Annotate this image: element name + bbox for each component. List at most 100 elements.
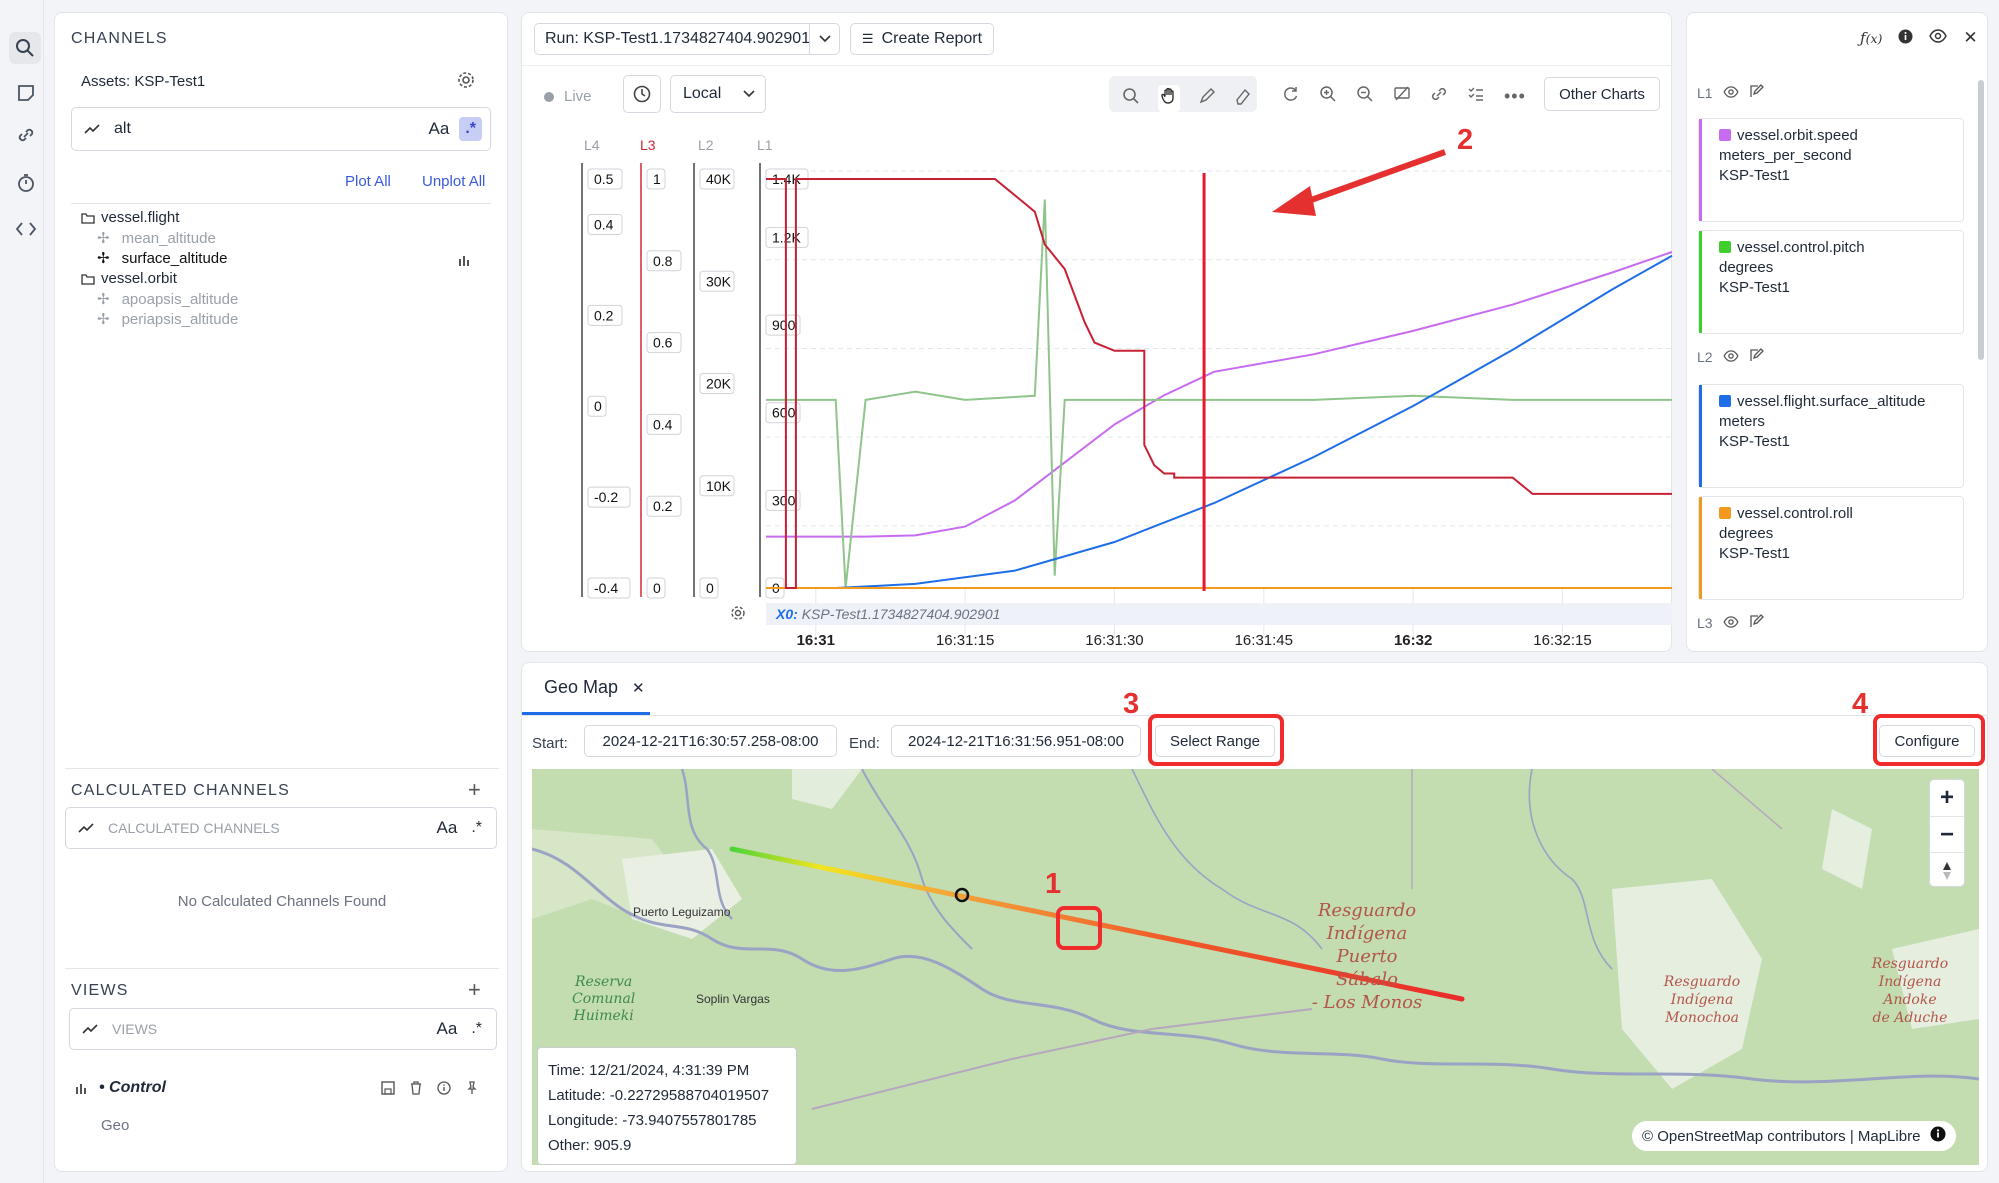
legend-swatch [1719, 241, 1731, 253]
edit-icon[interactable] [1749, 614, 1764, 632]
create-report-label: Create Report [881, 30, 983, 47]
svg-text:300: 300 [772, 492, 796, 508]
reset-zoom-icon[interactable] [1282, 85, 1300, 108]
svg-text:0.6: 0.6 [653, 335, 673, 351]
legend-unit: meters_per_second [1719, 147, 1852, 164]
add-calc-channel-plus-icon[interactable]: + [468, 777, 481, 802]
timer-rail-icon[interactable] [13, 170, 39, 196]
svg-text:-0.4: -0.4 [594, 580, 618, 596]
code-rail-icon[interactable] [13, 216, 39, 242]
plot-all-link[interactable]: Plot All [345, 173, 391, 190]
track-cursor-marker [954, 887, 970, 903]
close-tab-icon[interactable]: ✕ [632, 679, 645, 697]
views-search[interactable]: VIEWS Aa .* [69, 1008, 497, 1050]
live-label: Live [564, 88, 592, 105]
save-icon[interactable] [381, 1081, 395, 1100]
more-icon[interactable]: ••• [1504, 86, 1526, 106]
timeseries-chart[interactable]: 0.50.40.20-0.2-0.410.80.60.40.2040K30K20… [522, 13, 1673, 653]
tree-folder[interactable]: vessel.flight [81, 209, 179, 226]
run-select[interactable]: Run: KSP-Test1.1734827404.902901 [534, 23, 840, 55]
divider [65, 968, 499, 969]
legend-name: vessel.orbit.speed [1737, 127, 1858, 144]
regex-toggle[interactable]: .* [459, 117, 482, 141]
tree-channel[interactable]: ✢ apoapsis_altitude [97, 290, 238, 309]
zoom-out-icon[interactable] [1356, 85, 1374, 108]
timezone-select[interactable]: Local [670, 75, 766, 113]
trash-icon[interactable] [409, 1081, 423, 1100]
case-toggle[interactable]: Aa [436, 818, 458, 837]
case-toggle[interactable]: Aa [436, 1019, 458, 1038]
info-filled-icon[interactable] [1930, 1126, 1946, 1146]
checklist-icon[interactable] [1467, 85, 1485, 108]
zoom-out-button[interactable]: − [1930, 816, 1964, 852]
tab-geo-map[interactable]: Geo Map ✕ [522, 663, 650, 715]
map-attribution: © OpenStreetMap contributors | MapLibre [1632, 1121, 1957, 1151]
compass-icon[interactable] [1930, 852, 1964, 888]
place-label: Puerto Leguizamo [633, 905, 731, 919]
tree-channel[interactable]: ✢ surface_altitude [97, 249, 227, 268]
views-title: VIEWS [71, 982, 129, 999]
select-range-button[interactable]: Select Range [1155, 725, 1275, 757]
start-time-input[interactable]: 2024-12-21T16:30:57.258-08:00 [584, 725, 837, 757]
tree-channel[interactable]: ✢ mean_altitude [97, 229, 216, 248]
view-child[interactable]: Geo [101, 1117, 130, 1134]
function-icon[interactable]: ƒ(x) [1860, 29, 1883, 47]
y-tick-label: 1 [646, 168, 666, 190]
note-rail-icon[interactable] [13, 80, 39, 106]
chart-settings-gear-icon[interactable] [730, 605, 746, 626]
add-view-plus-icon[interactable]: + [468, 977, 481, 1002]
view-item[interactable]: • Control [75, 1079, 166, 1097]
map-tooltip: Time: 12/21/2024, 4:31:39 PM Latitude: -… [537, 1047, 797, 1165]
eye-icon[interactable] [1723, 85, 1739, 101]
legend-unit: degrees [1719, 259, 1774, 276]
search-icon[interactable] [1122, 87, 1140, 110]
pin-icon[interactable] [465, 1081, 479, 1100]
live-toggle[interactable]: Live [544, 88, 592, 105]
group-label: L2 [1697, 349, 1713, 365]
timezone-label: Local [683, 85, 722, 102]
y-tick-label: 0 [587, 395, 607, 417]
plotted-bars-icon[interactable] [458, 253, 470, 271]
configure-button[interactable]: Configure [1879, 725, 1975, 757]
case-toggle[interactable]: Aa [428, 119, 450, 138]
tree-channel[interactable]: ✢ periapsis_altitude [97, 310, 238, 329]
close-icon[interactable]: ✕ [1963, 28, 1978, 47]
search-rail-icon[interactable] [9, 32, 41, 64]
annotate-pen-icon[interactable] [1198, 87, 1216, 110]
history-button[interactable] [623, 75, 661, 113]
legend-scrollbar[interactable] [1978, 80, 1984, 360]
info-filled-icon[interactable] [1898, 29, 1913, 48]
link-rail-icon[interactable] [13, 122, 39, 148]
end-time-input[interactable]: 2024-12-21T16:31:56.951-08:00 [891, 725, 1141, 757]
regex-toggle[interactable]: .* [471, 1020, 482, 1037]
eye-icon[interactable] [1723, 349, 1739, 365]
asset-settings-gear-icon[interactable] [456, 70, 476, 95]
edit-icon[interactable] [1749, 348, 1764, 366]
legend-entry[interactable]: vessel.flight.surface_altitude meters KS… [1698, 384, 1964, 488]
other-charts-button[interactable]: Other Charts [1544, 77, 1660, 111]
link-icon[interactable] [1430, 85, 1448, 108]
channel-search[interactable]: alt Aa .* [71, 107, 491, 151]
edit-icon[interactable] [1749, 84, 1764, 102]
attribution-text[interactable]: © OpenStreetMap contributors | MapLibre [1642, 1127, 1921, 1145]
tree-folder[interactable]: vessel.orbit [81, 270, 177, 287]
eraser-icon[interactable] [1234, 87, 1252, 110]
info-icon[interactable] [437, 1081, 451, 1100]
chart-bars-icon [75, 1082, 87, 1094]
eye-icon[interactable] [1723, 615, 1739, 631]
create-report-button[interactable]: ☰ Create Report [850, 23, 994, 55]
legend-entry[interactable]: vessel.control.roll degrees KSP-Test1 [1698, 496, 1964, 600]
legend-entry[interactable]: vessel.orbit.speed meters_per_second KSP… [1698, 118, 1964, 222]
eye-icon[interactable] [1929, 29, 1948, 47]
zoom-in-icon[interactable] [1319, 85, 1337, 108]
y-tick-label: 600 [765, 402, 801, 424]
calc-channel-search[interactable]: CALCULATED CHANNELS Aa .* [65, 807, 497, 849]
unplot-all-link[interactable]: Unplot All [422, 173, 486, 190]
regex-toggle[interactable]: .* [471, 819, 482, 836]
legend-entry[interactable]: vessel.control.pitch degrees KSP-Test1 [1698, 230, 1964, 334]
y-tick-label: 40K [699, 168, 735, 190]
y-tick-label: 300 [765, 489, 801, 511]
hide-tooltip-icon[interactable] [1393, 85, 1411, 108]
pan-hand-icon[interactable] [1158, 85, 1180, 112]
zoom-in-button[interactable]: + [1939, 784, 1954, 811]
